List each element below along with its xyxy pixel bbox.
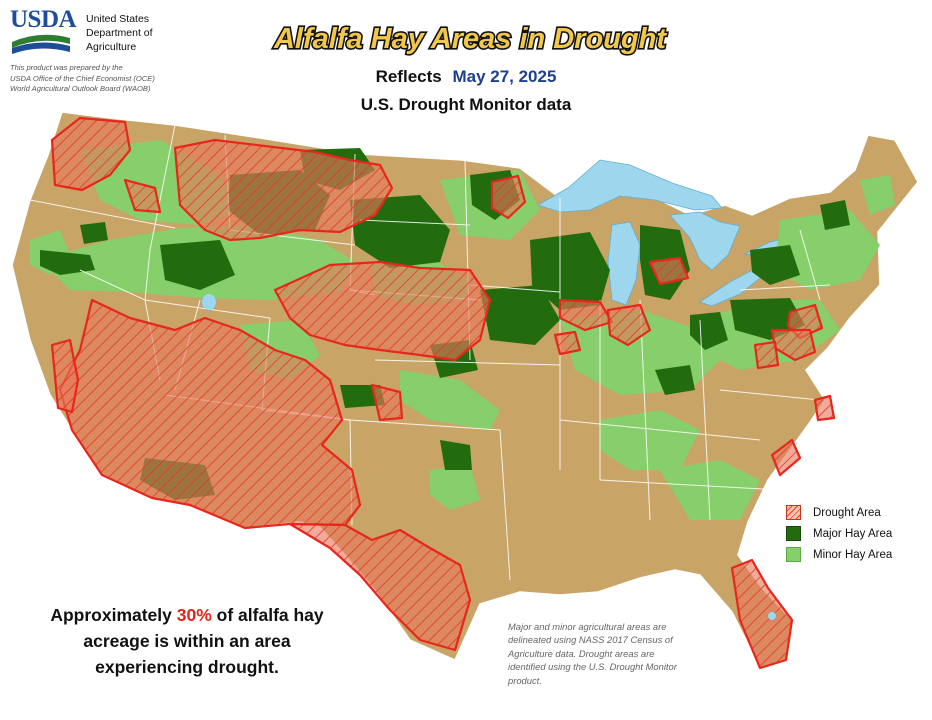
drought-area-illinois xyxy=(558,298,614,332)
us-drought-map xyxy=(11,111,919,670)
minor-hay-area xyxy=(400,370,500,430)
major-hay-area xyxy=(820,200,850,230)
summary-prefix: Approximately xyxy=(50,605,172,625)
major-hay-area xyxy=(160,240,235,290)
major-hay-area xyxy=(530,232,610,310)
department-line: United States xyxy=(86,13,150,25)
drought-area-southwest xyxy=(58,298,362,530)
drought-area-missouri xyxy=(553,330,582,356)
minor-hay-area xyxy=(660,460,760,520)
major-hay-area xyxy=(40,250,95,275)
minor-hay-swatch-icon xyxy=(786,547,801,562)
map-title: Alfalfa Hay Areas in Drought xyxy=(271,21,669,56)
drought-area-virginia xyxy=(753,340,780,370)
major-hay-area xyxy=(480,285,560,345)
drought-area-indiana xyxy=(606,303,652,347)
major-hay-area xyxy=(440,440,472,470)
summary-suffix: of alfalfa hay xyxy=(216,605,324,625)
footnote-line: delineated using NASS 2017 Census of xyxy=(508,634,673,646)
drought-area-michigan xyxy=(648,256,690,286)
map-legend: Drought Area Major Hay Area Minor Hay Ar… xyxy=(786,502,926,565)
reflects-label: Reflects xyxy=(375,67,442,86)
summary-line: acreage is within an area xyxy=(83,631,291,651)
monitor-date: May 27, 2025 xyxy=(452,67,557,86)
lake-superior xyxy=(537,159,723,213)
drought-area-colorado-south xyxy=(370,383,404,422)
summary-line: Approximately 30% of alfalfa hay xyxy=(18,602,356,628)
drought-area-northwest xyxy=(50,116,132,192)
drought-area-plains xyxy=(273,260,492,362)
drought-areas xyxy=(50,116,836,670)
legend-item-major-hay: Major Hay Area xyxy=(786,523,926,544)
drought-area-nc-coast xyxy=(813,394,836,422)
major-hay-area xyxy=(690,312,728,350)
department-line: Agriculture xyxy=(86,41,137,53)
usda-logo-swoosh-icon xyxy=(12,34,70,54)
drought-summary: Approximately 30% of alfalfa hay acreage… xyxy=(18,602,356,680)
legend-item-drought: Drought Area xyxy=(786,502,926,523)
major-hay-area xyxy=(750,245,800,285)
map-title-text: Alfalfa Hay Areas in Drought xyxy=(273,23,667,55)
drought-area-carolina-coast xyxy=(770,438,802,477)
legend-label: Minor Hay Area xyxy=(813,548,893,561)
legend-label: Major Hay Area xyxy=(813,527,893,540)
minor-hay-area xyxy=(430,465,480,510)
major-hay-area xyxy=(80,222,108,244)
footnote-line: product. xyxy=(508,674,542,686)
drought-area-wa-pocket xyxy=(123,178,162,214)
legend-item-minor-hay: Minor Hay Area xyxy=(786,544,926,565)
minor-hay-area xyxy=(600,410,700,470)
major-hay-area xyxy=(655,365,695,395)
minor-hay-area xyxy=(860,175,895,215)
drought-area-california-central xyxy=(50,338,80,414)
major-hay-swatch-icon xyxy=(786,526,801,541)
summary-line: experiencing drought. xyxy=(95,657,279,677)
credit-line: World Agricultural Outlook Board (WAOB) xyxy=(10,84,151,93)
legend-label: Drought Area xyxy=(813,506,881,519)
minor-hay-area xyxy=(775,210,880,290)
footnote-line: identified using the U.S. Drought Monito… xyxy=(508,661,677,673)
usda-wordmark: USDA xyxy=(10,6,77,33)
drought-area-texas xyxy=(288,522,472,652)
drought-percent: 30% xyxy=(176,605,212,625)
department-line: Department of xyxy=(86,27,153,39)
drought-swatch-icon xyxy=(786,505,801,520)
credit-line: USDA Office of the Chief Economist (OCE) xyxy=(10,73,155,83)
data-source-line: U.S. Drought Monitor data xyxy=(360,95,572,114)
methodology-footnote: Major and minor agricultural areas are d… xyxy=(508,620,713,687)
usda-logo xyxy=(10,8,72,56)
drought-area-minnesota xyxy=(490,174,527,220)
reflects-date-line: Reflects May 27, 2025 xyxy=(0,67,932,87)
footnote-line: Agriculture data. Drought areas are xyxy=(508,647,655,659)
department-name: United States Department of Agriculture xyxy=(86,12,196,54)
lake-huron xyxy=(669,211,741,271)
prepared-by-credit: This product was prepared by the USDA Of… xyxy=(10,63,240,95)
lakes-overlay xyxy=(202,294,776,620)
footnote-line: Major and minor agricultural areas are xyxy=(508,621,667,632)
drought-area-florida xyxy=(730,558,794,670)
drought-area-montana xyxy=(173,138,394,242)
credit-line: This product was prepared by the xyxy=(10,63,123,72)
